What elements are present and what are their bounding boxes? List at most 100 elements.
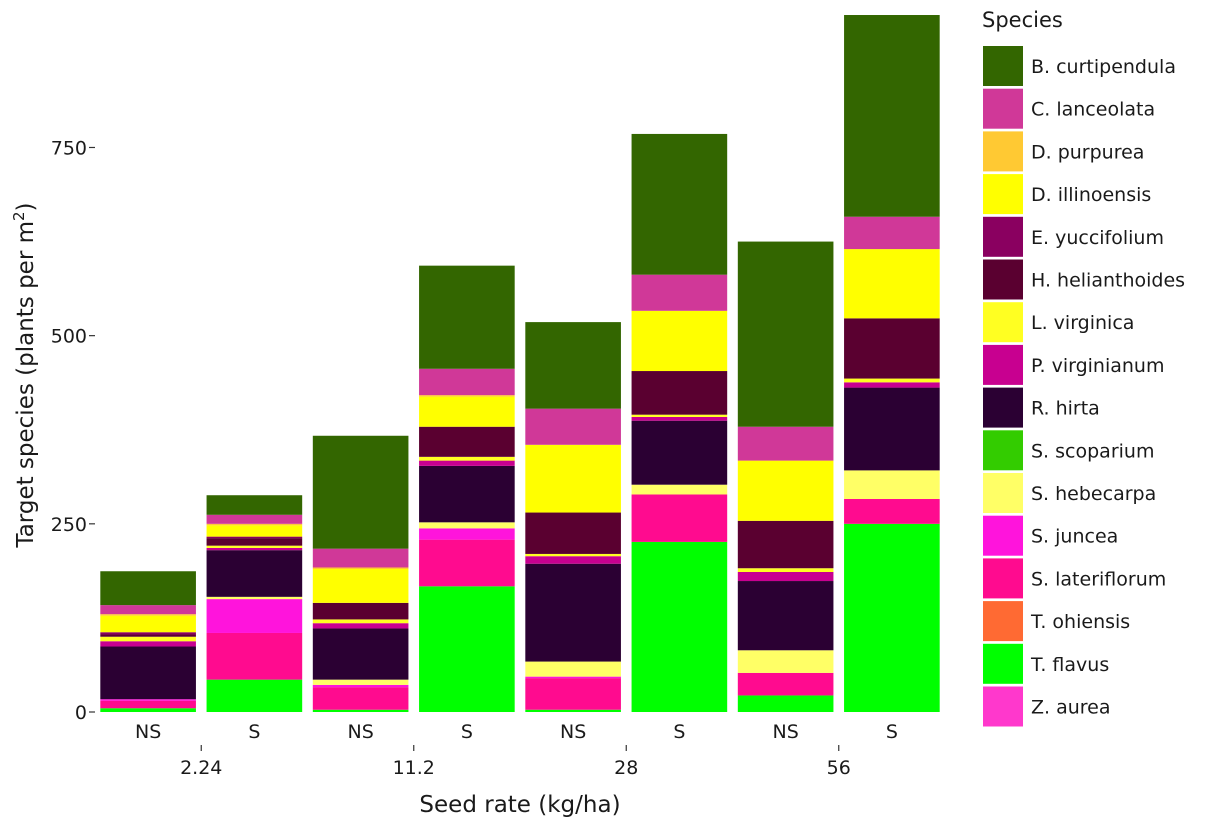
bar-segment: [206, 632, 303, 680]
legend-label: C. lanceolata: [1031, 99, 1155, 121]
bar-segment: [631, 414, 728, 417]
bar-segment: [737, 426, 834, 461]
bar-segment: [844, 15, 940, 217]
y-axis-title-superscript: 2: [10, 211, 28, 221]
bar-segment: [525, 678, 621, 710]
x-category-label: NS: [135, 721, 161, 743]
bar-segment: [206, 547, 303, 551]
bar-segment: [206, 599, 303, 633]
x-category-label: S: [673, 721, 685, 743]
bar-segment: [419, 528, 515, 540]
bar-segment: [419, 465, 515, 523]
legend-label: Z. aurea: [1031, 697, 1111, 719]
x-group-label: 11.2: [393, 757, 435, 779]
bar-segment: [844, 249, 940, 319]
bar-segment: [737, 695, 834, 712]
bar-segment: [631, 274, 728, 311]
bar-segment: [100, 641, 196, 647]
legend-label: E. yuccifolium: [1031, 227, 1164, 249]
legend-swatch: [983, 430, 1023, 471]
legend-label: D. illinoensis: [1031, 184, 1151, 206]
bar-segment: [525, 661, 621, 677]
bar-segment: [206, 545, 303, 548]
y-tick-label: 0: [75, 702, 87, 724]
bar-segment: [312, 679, 409, 685]
x-group-label: 2.24: [180, 757, 222, 779]
bar-segment: [419, 368, 515, 396]
bar-segment: [312, 435, 409, 549]
legend-swatch: [983, 387, 1023, 428]
bar-segment: [525, 709, 621, 712]
bar-segment: [419, 522, 515, 529]
bar-segment: [844, 523, 940, 712]
legend-label: T. flavus: [1030, 654, 1109, 676]
legend-swatch: [983, 558, 1023, 599]
legend-label: S. juncea: [1031, 526, 1118, 548]
bar-segment: [100, 636, 196, 642]
x-category-label: NS: [560, 721, 586, 743]
bar-segment: [525, 553, 621, 557]
x-axis: NS S NS S NS S NS S 2.24 11.2 28 56: [135, 721, 898, 779]
bar-segment: [737, 520, 834, 569]
x-category-label: NS: [347, 721, 373, 743]
bar-segment: [419, 396, 515, 427]
y-tick-label: 750: [51, 137, 87, 159]
x-axis-title: Seed rate (kg/ha): [419, 792, 620, 818]
legend-swatch: [983, 174, 1023, 215]
bar-segment: [206, 514, 303, 524]
bar-segment: [631, 541, 728, 712]
x-category-label: S: [248, 721, 260, 743]
y-tick-label: 250: [51, 514, 87, 536]
bar-segment: [737, 672, 834, 696]
legend-label: S. scoparium: [1031, 440, 1154, 462]
y-axis-title-main: Target species (plants per m: [13, 221, 39, 549]
legend-swatch: [983, 686, 1023, 727]
bar-segment: [525, 408, 621, 445]
bar-segment: [312, 684, 409, 688]
legend-label: D. purpurea: [1031, 141, 1144, 163]
bar-segment: [312, 687, 409, 710]
legend-swatch: [983, 259, 1023, 300]
bar-segment: [844, 382, 940, 388]
bar-segment: [100, 614, 196, 616]
bar-segment: [100, 699, 196, 701]
legend-label: L. virginica: [1031, 312, 1134, 334]
bar-segment: [100, 646, 196, 700]
bar-segment: [737, 241, 834, 427]
legend-swatch: [983, 216, 1023, 257]
bar-segment: [206, 525, 303, 537]
bar-segment: [844, 216, 940, 250]
x-group-label: 56: [827, 757, 851, 779]
y-tick-label: 500: [51, 326, 87, 348]
legend-swatch: [983, 643, 1023, 684]
legend-label: S. lateriflorum: [1031, 568, 1166, 590]
legend-swatch: [983, 344, 1023, 385]
bar-segment: [312, 602, 409, 620]
legend-swatch: [983, 302, 1023, 343]
legend-swatch: [983, 88, 1023, 129]
legend-label: T. ohiensis: [1030, 611, 1130, 633]
x-category-label: S: [461, 721, 473, 743]
bar-segment: [525, 512, 621, 554]
bar-segment: [844, 498, 940, 524]
bar-segment: [100, 634, 196, 637]
bar-segment: [631, 133, 728, 275]
bar-segment: [844, 470, 940, 499]
bar-segment: [100, 700, 196, 709]
bar-segment: [206, 536, 303, 539]
bar-segment: [312, 568, 409, 603]
bar-segment: [206, 679, 303, 712]
bar-segment: [737, 460, 834, 521]
bar-segment: [525, 444, 621, 513]
bar-segment: [312, 567, 409, 569]
y-axis: 0 250 500 750: [51, 137, 95, 724]
legend: Species B. curtipendula C. lanceolata D. p…: [982, 8, 1185, 727]
bar-segment: [737, 581, 834, 651]
bar-segment: [100, 632, 196, 635]
bar-segment: [631, 416, 728, 421]
x-category-label: S: [886, 721, 898, 743]
legend-swatch: [983, 46, 1023, 86]
legend-label: H. helianthoides: [1031, 270, 1185, 292]
bar-segment: [100, 708, 196, 712]
